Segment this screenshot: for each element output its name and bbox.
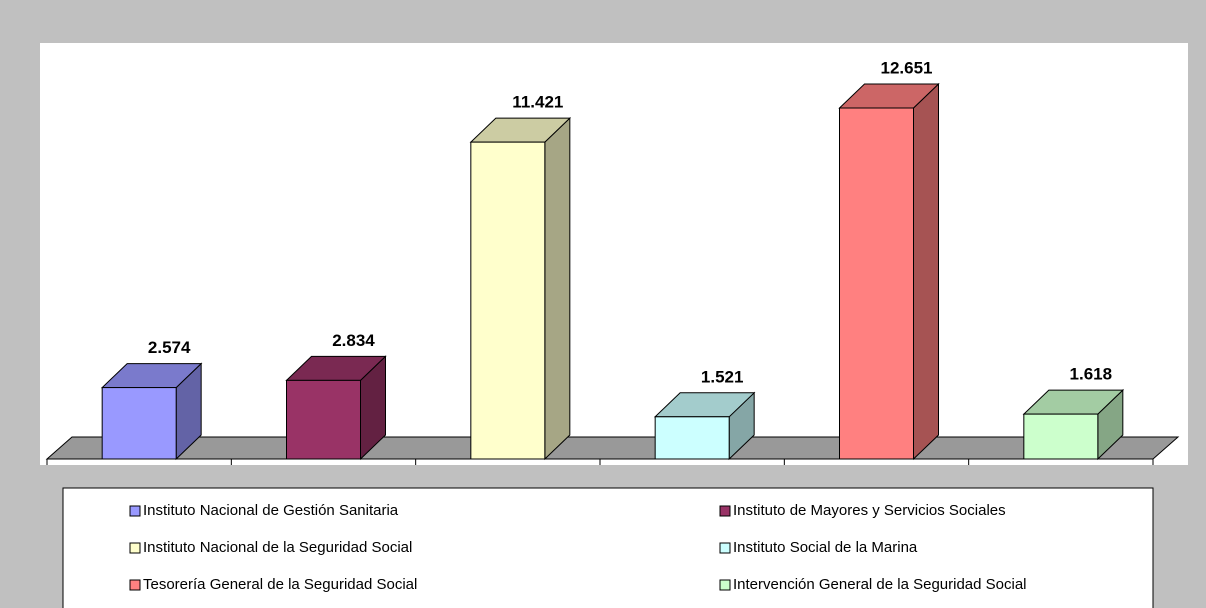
legend-swatch [129, 542, 141, 554]
value-label: 11.421 [512, 93, 563, 112]
bar [838, 82, 940, 461]
bar-front [1023, 413, 1099, 460]
legend-label: Instituto Social de la Marina [733, 539, 918, 556]
bar-front [101, 387, 177, 460]
floor [45, 436, 1180, 460]
legend-label: Instituto de Mayores y Servicios Sociale… [733, 502, 1006, 519]
bar-side [913, 82, 939, 461]
legend [62, 487, 1154, 608]
legend-swatch [129, 579, 141, 591]
bar-side [544, 116, 571, 461]
bar [653, 391, 756, 461]
legend-swatch [129, 505, 141, 517]
value-label: 12.651 [881, 58, 933, 77]
legend-label: Tesorería General de la Seguridad Social [143, 576, 417, 593]
bar-front [470, 141, 546, 460]
bar [1022, 388, 1125, 461]
legend-swatch [719, 542, 731, 554]
legend-label: Instituto Nacional de Gestión Sanitaria [143, 502, 399, 519]
value-label: 2.574 [148, 338, 191, 357]
value-label: 1.521 [701, 367, 744, 386]
value-label: 1.618 [1070, 365, 1113, 384]
bar-front [839, 107, 914, 460]
bar [100, 362, 203, 461]
legend-swatch [719, 505, 731, 517]
bar [285, 355, 387, 461]
bar-front [286, 379, 361, 460]
legend-label: Instituto Nacional de la Seguridad Socia… [143, 539, 412, 556]
plot-area [40, 43, 1188, 465]
bar [469, 116, 572, 461]
legend-label: Intervención General de la Seguridad Soc… [733, 576, 1027, 593]
legend-swatch [719, 579, 731, 591]
value-label: 2.834 [332, 331, 375, 350]
bar-front [654, 416, 730, 460]
